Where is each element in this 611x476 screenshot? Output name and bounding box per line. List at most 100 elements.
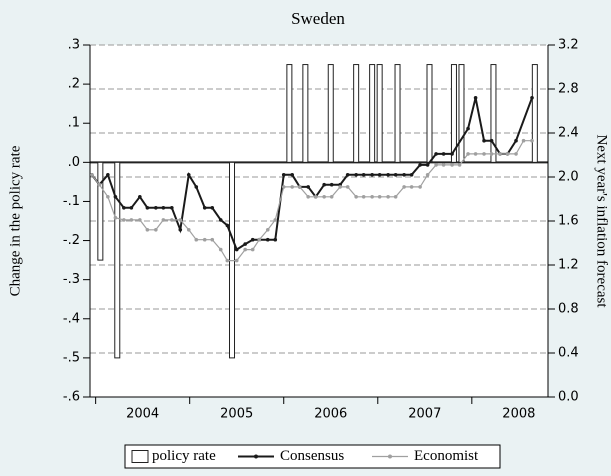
point	[170, 218, 174, 222]
bar	[458, 64, 465, 163]
point	[441, 163, 446, 167]
point	[393, 173, 398, 177]
point	[482, 138, 486, 143]
point	[161, 206, 166, 210]
bar	[394, 64, 401, 163]
point	[145, 228, 150, 232]
point	[425, 173, 430, 177]
point	[466, 126, 470, 131]
bar	[97, 161, 104, 261]
bar	[286, 64, 293, 163]
y2-axis-title: Next year's inflation forecast	[594, 134, 610, 308]
point	[530, 96, 534, 100]
y-tick-label: -.6	[63, 390, 80, 405]
point	[113, 195, 118, 199]
point	[386, 173, 390, 177]
point	[122, 218, 126, 222]
bar	[426, 64, 433, 163]
bar	[327, 64, 334, 163]
point	[450, 152, 454, 156]
point	[441, 152, 446, 156]
point	[170, 206, 174, 210]
point	[129, 206, 134, 210]
y2-tick-label: 0.0	[558, 390, 579, 405]
x-tick-label: 2006	[314, 407, 347, 422]
point	[306, 185, 310, 189]
point	[434, 163, 438, 167]
point	[377, 195, 382, 199]
point	[210, 206, 215, 210]
point	[145, 206, 150, 210]
y2-tick-label: 3.2	[558, 38, 579, 53]
point	[354, 173, 358, 177]
point	[361, 173, 366, 177]
point	[489, 152, 494, 156]
point	[194, 185, 199, 189]
bar	[302, 64, 309, 163]
point	[202, 237, 207, 242]
point	[257, 237, 262, 242]
point	[90, 173, 94, 177]
point	[210, 237, 215, 242]
point	[370, 195, 374, 199]
y-tick-label: -.1	[63, 194, 80, 209]
point	[178, 228, 183, 232]
point	[354, 195, 358, 199]
y-tick-label: -.3	[63, 272, 80, 287]
point	[473, 96, 478, 100]
y2-tick-label: 1.6	[558, 214, 579, 229]
point	[329, 182, 334, 187]
point	[498, 152, 502, 156]
y2-tick-label: 2.0	[558, 170, 579, 185]
point	[329, 195, 334, 199]
point	[393, 195, 398, 199]
point	[473, 152, 478, 156]
bar	[490, 64, 497, 163]
y-tick-label: -.5	[63, 350, 80, 365]
point	[281, 185, 286, 189]
point	[194, 237, 199, 242]
x-tick-label: 2008	[502, 407, 535, 422]
x-tick-label: 2004	[126, 407, 159, 422]
point	[138, 218, 142, 222]
point	[273, 218, 278, 222]
bar	[450, 64, 457, 163]
point	[265, 228, 270, 232]
bar	[369, 64, 376, 163]
y-tick-label: -.4	[63, 311, 80, 326]
point	[106, 173, 110, 177]
point	[402, 185, 406, 189]
point	[306, 195, 310, 199]
legend-label: policy rate	[152, 448, 216, 464]
legend-swatch-point	[388, 454, 392, 459]
point	[113, 215, 118, 220]
y2-tick-label: 0.8	[558, 302, 579, 317]
point	[225, 258, 230, 263]
y2-tick-label: 1.2	[558, 258, 579, 273]
bar	[114, 161, 121, 359]
point	[178, 218, 183, 222]
point	[106, 195, 110, 199]
point	[154, 228, 158, 232]
point	[425, 163, 430, 167]
y-tick-label: -.2	[63, 233, 80, 248]
point	[322, 195, 326, 199]
point	[218, 247, 223, 252]
point	[250, 237, 255, 242]
point	[386, 195, 390, 199]
bar	[353, 64, 360, 163]
y-tick-label: .2	[68, 77, 80, 92]
point	[466, 152, 470, 156]
point	[265, 237, 270, 242]
point	[377, 173, 382, 177]
point	[418, 185, 422, 189]
legend-label: Consensus	[280, 448, 344, 464]
point	[225, 223, 230, 228]
point	[186, 228, 191, 232]
chart-title: Sweden	[291, 9, 345, 28]
point	[530, 138, 534, 143]
y2-tick-label: 0.4	[558, 346, 579, 361]
point	[281, 173, 286, 177]
point	[457, 163, 462, 167]
